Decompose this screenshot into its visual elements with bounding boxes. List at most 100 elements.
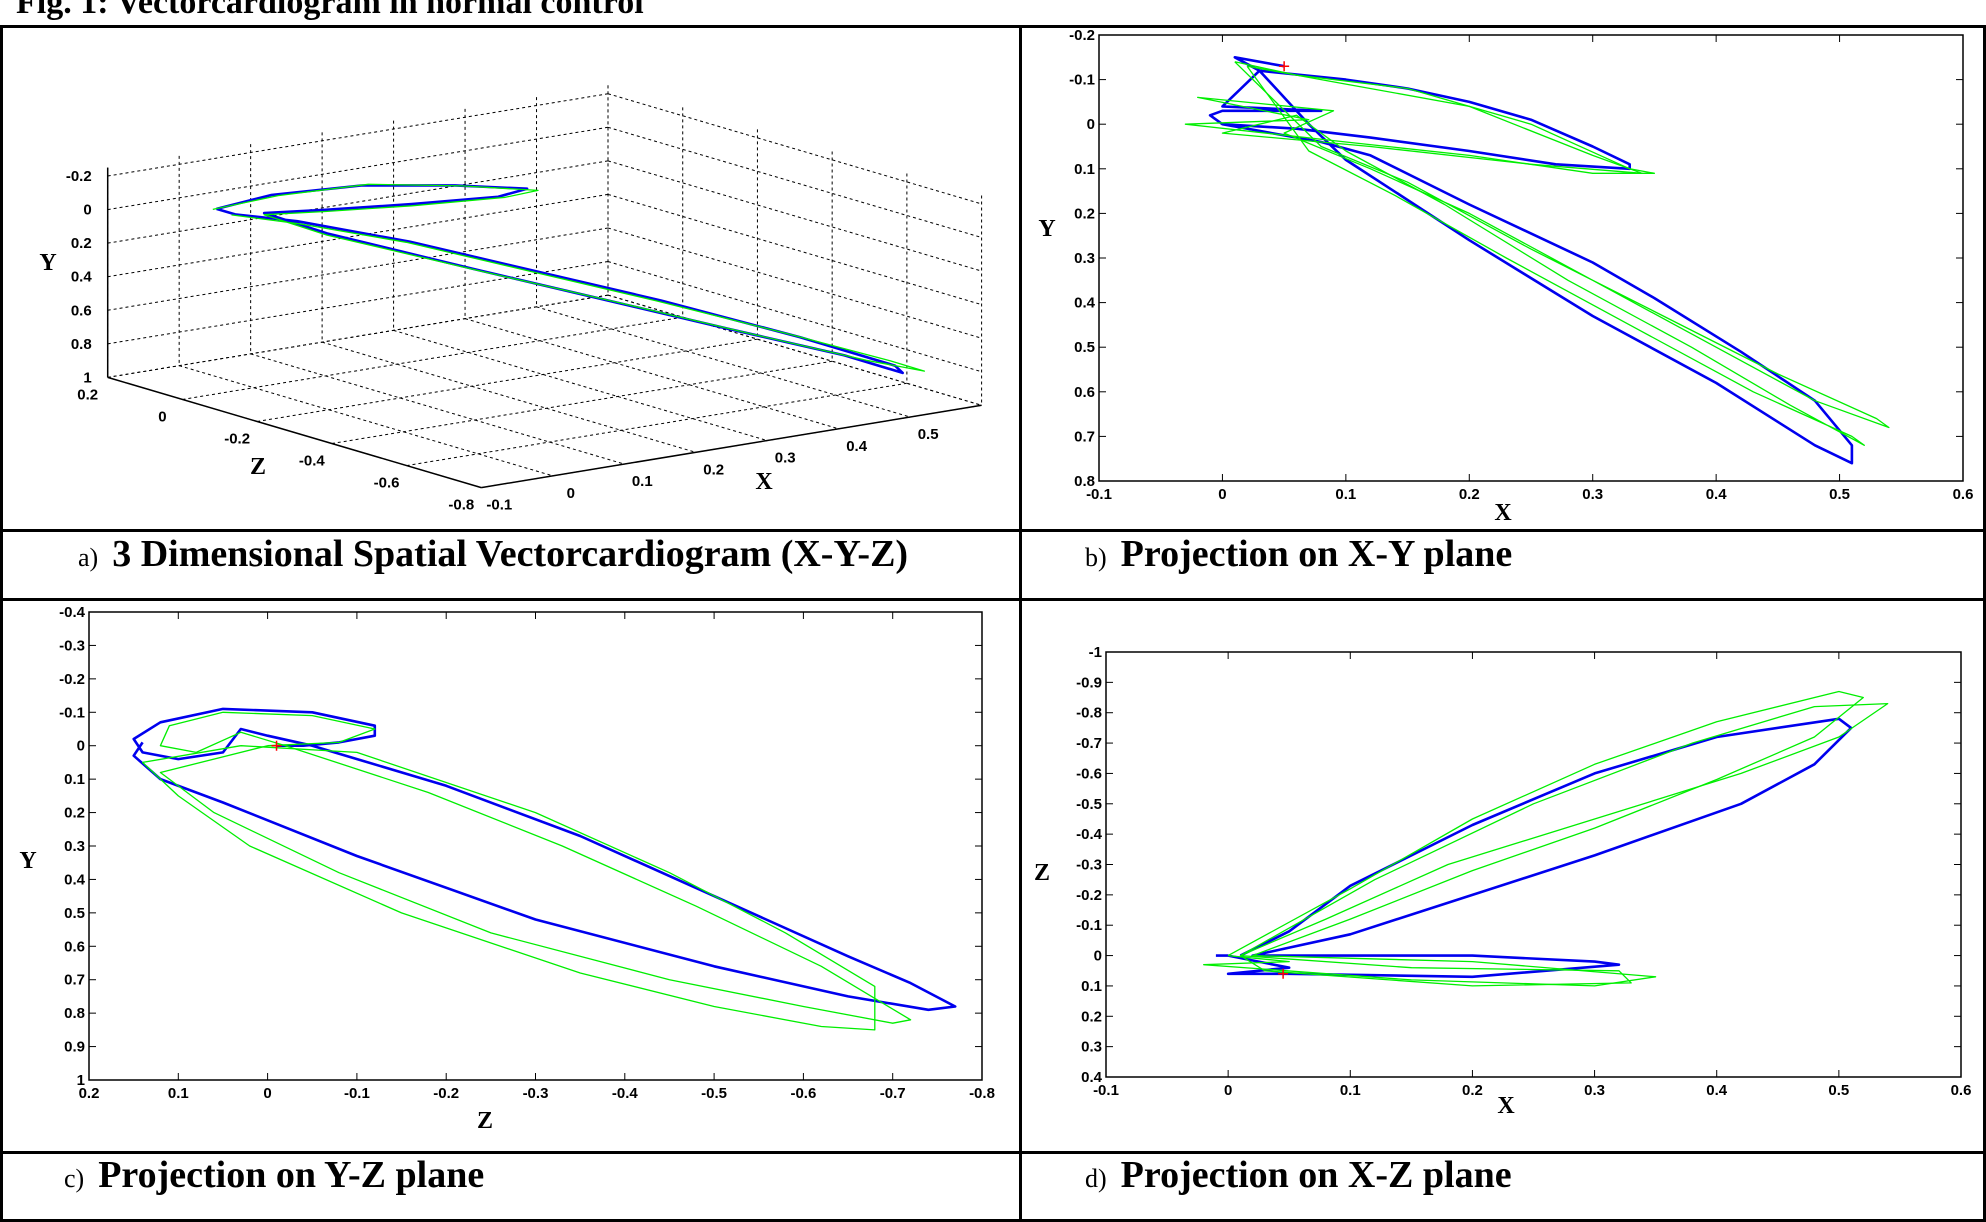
y-tick-label: -1	[1089, 644, 1102, 661]
x-tick-label: 0.3	[775, 450, 796, 467]
x-tick-label: 0	[567, 485, 575, 502]
y-tick-label: -0.3	[1076, 857, 1102, 874]
z-axis-line	[107, 376, 482, 489]
y-tick-label: -0.3	[59, 637, 85, 654]
y-tick-label: 0	[1094, 948, 1102, 965]
y-tick-label: 0.1	[1074, 161, 1095, 178]
y-tick-label: 0.3	[1074, 250, 1095, 267]
y-tick-label: 0.7	[1074, 428, 1095, 445]
y-tick-label: 0.1	[64, 771, 85, 788]
x-tick-label: -0.6	[790, 1085, 816, 1102]
caption-b: b) Projection on X-Y plane	[1085, 532, 1512, 576]
x-tick-label: 0.1	[1340, 1082, 1361, 1099]
x-axis-label: X	[1497, 1093, 1515, 1119]
grid-line	[607, 93, 982, 205]
green-loop-series	[1221, 65, 1865, 446]
x-tick-label: 0.4	[1706, 486, 1728, 503]
x-tick-label: 0.6	[1951, 1082, 1972, 1099]
caption-c-text: Projection on Y-Z plane	[98, 1154, 485, 1196]
x-tick-label: -0.1	[486, 497, 512, 514]
plot-b: -0.1 0 0.1 0.2 0.3 0.4 0.5 0.6 -0.2 -0.1 0 0.1 0.2 0.…	[1038, 27, 1973, 526]
y-tick-label: 0.2	[71, 235, 92, 252]
start-marker-icon	[1278, 968, 1289, 979]
caption-d-text: Projection on X-Z plane	[1120, 1154, 1512, 1196]
y-tick-label: 0.2	[1074, 205, 1095, 222]
x-tick-label: 0.2	[79, 1085, 100, 1102]
y-axis-label: Y	[19, 848, 36, 874]
x-tick-label: 0	[1224, 1082, 1232, 1099]
caption-c: c) Projection on Y-Z plane	[64, 1153, 484, 1197]
y-tick-label: 1	[83, 369, 91, 386]
grid-line	[331, 360, 833, 445]
x-tick-label: 0.4	[846, 438, 868, 455]
table-divider-row1	[0, 529, 1986, 532]
y-axis-label: Y	[1038, 216, 1055, 242]
table-divider-row2	[0, 1151, 1986, 1154]
z-tick-label: 0.2	[77, 386, 98, 403]
grid-line	[607, 126, 982, 238]
y-tick-label: 0.8	[71, 336, 92, 353]
y-tick-label: 0	[83, 202, 91, 219]
y-tick-label: 0.4	[1074, 295, 1096, 312]
caption-b-text: Projection on X-Y plane	[1120, 533, 1513, 575]
y-tick-label: -0.2	[1076, 887, 1102, 904]
x-tick-label: 0.2	[1459, 486, 1480, 503]
table-divider-caption1	[0, 598, 1986, 601]
y-tick-label: 0.8	[1074, 473, 1095, 490]
grid-line	[182, 316, 683, 400]
x-tick-label: 0.2	[703, 461, 724, 478]
grid-line	[107, 93, 609, 177]
green-loop-series	[1239, 702, 1889, 987]
y-tick-label: -0.5	[1076, 796, 1102, 813]
y-tick-label: -0.2	[1069, 27, 1095, 44]
z-axis-label: Z	[250, 454, 266, 480]
blue-loop-series	[1208, 55, 1854, 465]
x-tick-label: -0.4	[612, 1085, 639, 1102]
y-tick-label: -0.9	[1076, 674, 1102, 691]
y-tick-label: 0	[77, 738, 85, 755]
y-tick-label: 0.2	[64, 805, 85, 822]
grid-line	[406, 382, 907, 467]
y-tick-label: -0.2	[59, 671, 85, 688]
table-border-left	[0, 25, 3, 1222]
x-tick-label: -0.1	[1086, 486, 1112, 503]
plot-frame	[1105, 651, 1962, 1078]
x-axis-line	[481, 404, 982, 489]
y-tick-label: 0.4	[64, 871, 86, 888]
grid-line	[107, 261, 609, 345]
grid-line	[107, 160, 609, 244]
x-tick-label: -0.8	[969, 1085, 995, 1102]
grid-line	[107, 294, 609, 378]
z-tick-label: -0.2	[224, 430, 250, 447]
x-axis-label: Z	[477, 1108, 493, 1134]
x-tick-label: -0.7	[880, 1085, 906, 1102]
grid-line	[607, 227, 982, 339]
y-tick-label: 0	[1087, 116, 1095, 133]
y-tick-label: -0.1	[59, 704, 85, 721]
y-tick-label: 0.8	[64, 1005, 85, 1022]
y-tick-label: 0.5	[1074, 339, 1095, 356]
grid-line	[107, 193, 609, 278]
x-tick-label: -0.2	[433, 1085, 459, 1102]
y-tick-label: -0.7	[1076, 735, 1102, 752]
y-tick-label: 0.1	[1081, 978, 1102, 995]
caption-a-text: 3 Dimensional Spatial Vectorcardiogram (…	[112, 533, 909, 575]
y-tick-label: 0.4	[1081, 1069, 1103, 1086]
z-tick-label: -0.6	[374, 475, 400, 492]
z-tick-label: 0	[158, 408, 166, 425]
y-axis-label: Y	[39, 250, 56, 276]
caption-d-label: d)	[1085, 1164, 1107, 1193]
y-tick-label: 0.3	[64, 838, 85, 855]
grid-line	[179, 365, 553, 477]
grid-line	[250, 353, 625, 465]
y-axis-label: Z	[1034, 860, 1050, 886]
green-loop-series	[141, 745, 876, 1031]
x-tick-label: 0.5	[918, 426, 939, 443]
x-tick-label: 0.1	[1335, 486, 1356, 503]
table-border-right	[1983, 25, 1986, 1222]
y-tick-label: 0.2	[1081, 1008, 1102, 1025]
green-loop-series	[1184, 61, 1890, 429]
y-tick-label: -0.1	[1076, 917, 1102, 934]
x-tick-label: 0.1	[168, 1085, 189, 1102]
